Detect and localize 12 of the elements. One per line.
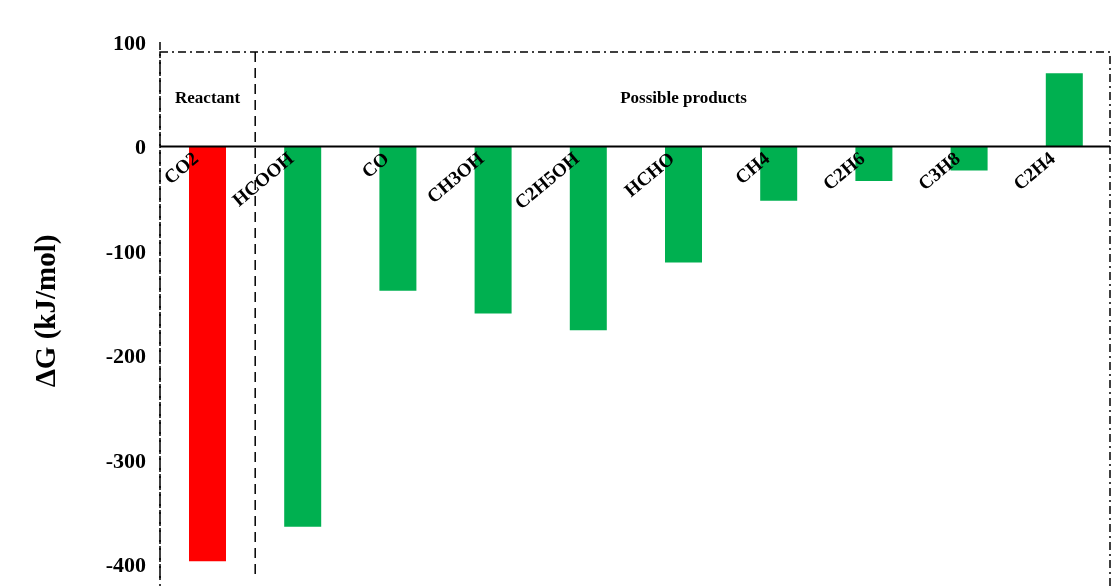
y-tick-label: 100 (113, 29, 146, 55)
annotation: Reactant (175, 88, 241, 107)
y-axis-title: ΔG (kJ/mol) (29, 234, 63, 388)
annotation: Possible products (620, 88, 748, 107)
y-tick-label: 0 (135, 134, 146, 160)
x-tick-label: CO (357, 147, 393, 182)
y-tick-label: -200 (105, 343, 146, 369)
y-tick-label: -300 (105, 447, 146, 473)
y-tick-label: -100 (105, 238, 146, 264)
x-tick-label: CO2 (159, 147, 203, 188)
x-tick-label: CH4 (730, 147, 774, 188)
y-tick-label: -400 (105, 552, 146, 578)
